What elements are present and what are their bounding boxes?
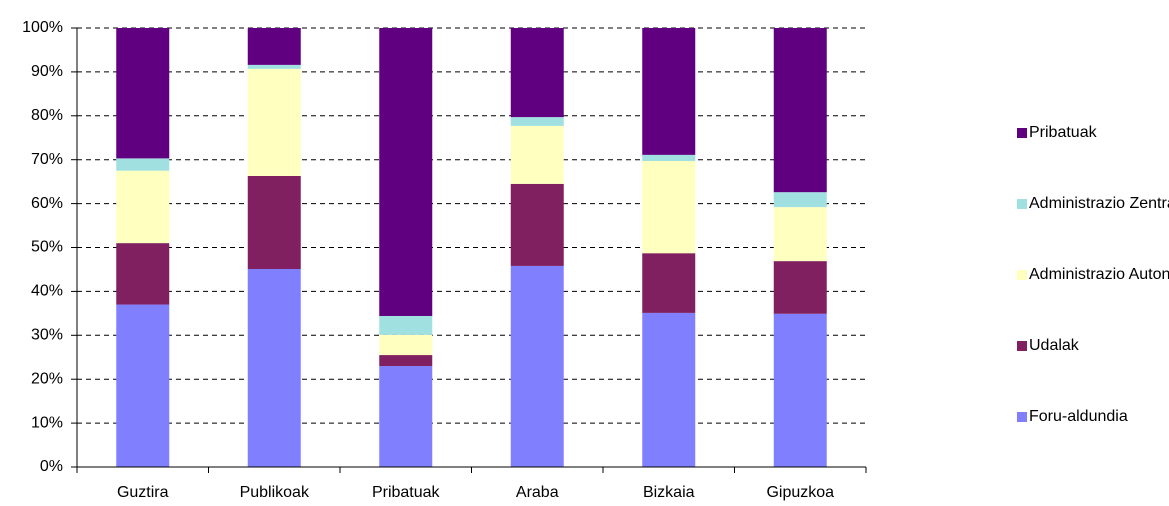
y-tick-label: 90%: [31, 63, 63, 80]
bar-segment: [116, 243, 170, 305]
x-tick-label: Gipuzkoa: [766, 484, 834, 501]
bar-segment: [379, 315, 433, 335]
bar-segment: [116, 304, 170, 467]
bar-segment: [773, 261, 827, 314]
bar-segment: [116, 158, 170, 171]
bar-segment: [642, 253, 696, 313]
y-tick-label: 80%: [31, 107, 63, 124]
y-tick-label: 100%: [22, 19, 63, 36]
legend-swatch: [1017, 199, 1027, 209]
bar-segment: [247, 68, 301, 176]
bar-segment: [510, 28, 564, 118]
bar-segment: [510, 117, 564, 126]
bar-segment: [510, 183, 564, 266]
x-tick-label: Guztira: [117, 484, 169, 501]
y-tick-label: 30%: [31, 327, 63, 344]
bar-segment: [642, 161, 696, 254]
bar-segment: [116, 28, 170, 159]
bar-segment: [247, 64, 301, 69]
bar-segment: [773, 192, 827, 208]
y-tick-label: 40%: [31, 283, 63, 300]
y-tick-label: 50%: [31, 239, 63, 256]
bar-segment: [247, 175, 301, 270]
legend-label: Administrazio Autonomoa: [1029, 266, 1169, 283]
bar-segment: [379, 366, 433, 467]
legend-label: Foru-aldundia: [1029, 408, 1128, 425]
legend-label: Udalak: [1029, 337, 1080, 354]
bar-segment: [773, 28, 827, 193]
x-tick-label: Bizkaia: [643, 484, 695, 501]
legend-swatch: [1017, 128, 1027, 138]
bar-segment: [247, 269, 301, 467]
bar-segment: [510, 125, 564, 184]
legend-label: Administrazio Zentrala: [1029, 195, 1169, 212]
bar-segment: [116, 170, 170, 244]
bar-segment: [642, 28, 696, 155]
legend-swatch: [1017, 412, 1027, 422]
bar-segment: [379, 355, 433, 367]
bar-segment: [773, 207, 827, 262]
legend-label: Pribatuak: [1029, 124, 1098, 141]
legend-swatch: [1017, 270, 1027, 280]
bar-segment: [773, 313, 827, 467]
y-tick-label: 70%: [31, 151, 63, 168]
bar-segment: [642, 312, 696, 467]
x-tick-label: Araba: [516, 484, 559, 501]
bar-segment: [247, 28, 301, 65]
y-tick-label: 0%: [40, 458, 63, 475]
legend-swatch: [1017, 341, 1027, 351]
x-tick-label: Pribatuak: [372, 484, 441, 501]
y-tick-label: 20%: [31, 370, 63, 387]
y-tick-label: 10%: [31, 414, 63, 431]
x-tick-label: Publikoak: [240, 484, 310, 501]
bar-segment: [379, 334, 433, 356]
bar-segment: [379, 28, 433, 316]
bar-segment: [642, 154, 696, 162]
y-tick-label: 60%: [31, 195, 63, 212]
bar-segment: [510, 265, 564, 467]
